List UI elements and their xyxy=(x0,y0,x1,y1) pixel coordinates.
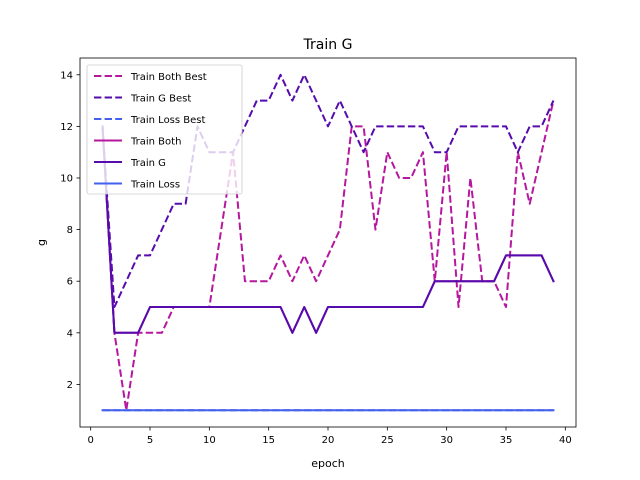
series-line-train-g xyxy=(101,125,555,334)
plot-area xyxy=(79,57,577,428)
series-line-train-g-best xyxy=(101,73,555,309)
x-axis: 0 5 10 15 20 25 30 35 40 xyxy=(87,427,572,446)
legend-label: Train Loss xyxy=(130,180,180,191)
legend-box xyxy=(86,64,243,195)
x-tick-label: 20 xyxy=(322,435,335,446)
x-tick-label: 30 xyxy=(440,435,453,446)
y-axis: 2 4 6 8 10 12 14 xyxy=(60,70,80,391)
legend-label: Train Both xyxy=(130,137,181,148)
legend-label: Train Loss Best xyxy=(130,115,206,126)
chart-title: Train G xyxy=(303,37,353,53)
y-tick-label: 2 xyxy=(67,380,73,391)
x-axis-label: epoch xyxy=(311,457,345,470)
y-tick-label: 6 xyxy=(67,277,73,288)
x-tick-label: 0 xyxy=(87,435,93,446)
y-tick-label: 4 xyxy=(67,328,73,339)
y-tick-label: 12 xyxy=(60,122,73,133)
series-layer xyxy=(101,73,555,412)
x-tick-label: 40 xyxy=(559,435,572,446)
y-tick-label: 10 xyxy=(60,173,73,184)
x-tick-label: 25 xyxy=(381,435,394,446)
y-tick-label: 8 xyxy=(67,225,73,236)
legend-label: Train Both Best xyxy=(130,72,207,83)
legend-label: Train G xyxy=(130,158,166,169)
legend-label: Train G Best xyxy=(130,94,191,105)
y-axis-label: g xyxy=(35,239,48,246)
x-tick-label: 5 xyxy=(147,435,153,446)
y-tick-label: 14 xyxy=(60,70,73,81)
x-tick-label: 10 xyxy=(203,435,216,446)
legend: Train Both Best Train G Best Train Loss Be… xyxy=(86,64,243,195)
x-tick-label: 35 xyxy=(500,435,513,446)
x-tick-label: 15 xyxy=(262,435,275,446)
